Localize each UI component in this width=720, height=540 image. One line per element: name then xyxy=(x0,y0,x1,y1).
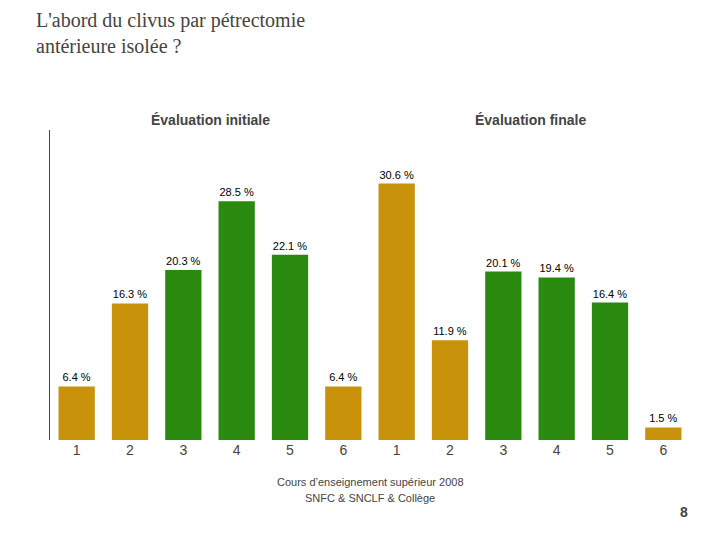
svg-text:6: 6 xyxy=(659,442,667,458)
svg-text:3: 3 xyxy=(179,442,187,458)
svg-text:1: 1 xyxy=(393,442,401,458)
svg-text:1: 1 xyxy=(73,442,81,458)
svg-text:22.1 %: 22.1 % xyxy=(273,240,307,252)
svg-text:5: 5 xyxy=(286,442,294,458)
svg-text:6.4 %: 6.4 % xyxy=(329,371,357,383)
svg-text:19.4 %: 19.4 % xyxy=(539,262,573,274)
svg-text:11.9 %: 11.9 % xyxy=(433,325,467,337)
svg-text:30.6 %: 30.6 % xyxy=(379,169,413,181)
svg-text:20.1 %: 20.1 % xyxy=(486,257,520,269)
svg-text:3: 3 xyxy=(499,442,507,458)
svg-text:8: 8 xyxy=(680,504,688,520)
svg-text:6: 6 xyxy=(339,442,347,458)
svg-text:Cours d’enseignement supérieur: Cours d’enseignement supérieur 2008 xyxy=(277,476,464,488)
svg-text:4: 4 xyxy=(233,442,241,458)
svg-text:28.5 %: 28.5 % xyxy=(219,186,253,198)
svg-text:6.4 %: 6.4 % xyxy=(62,371,90,383)
svg-text:2: 2 xyxy=(446,442,454,458)
svg-text:16.3 %: 16.3 % xyxy=(113,288,147,300)
svg-text:2: 2 xyxy=(126,442,134,458)
svg-text:1.5 %: 1.5 % xyxy=(649,412,677,424)
svg-text:Évaluation initiale: Évaluation initiale xyxy=(151,112,270,128)
svg-text:5: 5 xyxy=(606,442,614,458)
svg-text:SNFC & SNCLF & Collège: SNFC & SNCLF & Collège xyxy=(305,492,435,504)
svg-text:20.3 %: 20.3 % xyxy=(166,255,200,267)
svg-text:L'abord du clivus par pétrecto: L'abord du clivus par pétrectomieantérie… xyxy=(36,9,305,57)
svg-text:4: 4 xyxy=(553,442,561,458)
svg-text:Évaluation finale: Évaluation finale xyxy=(475,112,586,128)
svg-text:16.4 %: 16.4 % xyxy=(593,288,627,300)
